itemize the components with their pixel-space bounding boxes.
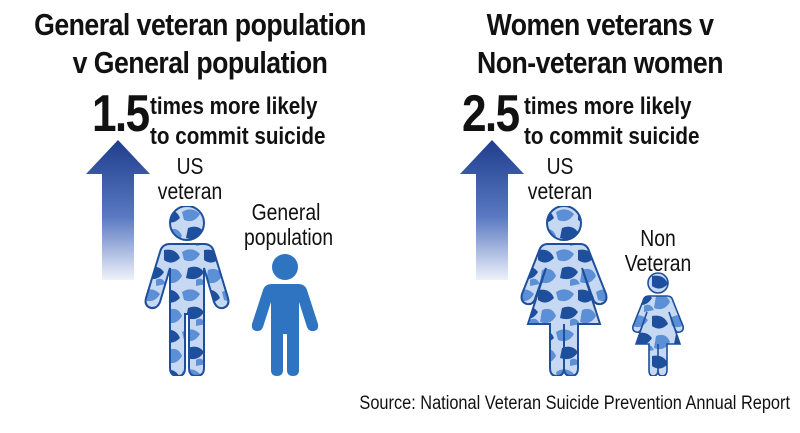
up-arrow-icon (86, 140, 150, 280)
plain-man-icon (251, 254, 319, 376)
left-likely-text: times more likely to commit suicide (150, 92, 325, 152)
left-figure2-label: General population (244, 199, 334, 250)
camo-girl-icon (632, 272, 684, 376)
left-figure1-label-line2: veteran (157, 178, 223, 204)
source-note: Source: National Veteran Suicide Prevent… (359, 393, 790, 414)
right-likely-line1: times more likely (524, 93, 692, 120)
right-figure1-label-line1: US (546, 153, 574, 179)
left-figure2-label-line1: General (251, 199, 321, 225)
right-likely-text: times more likely to commit suicide (524, 92, 699, 152)
right-figure2-label: Non Veteran (624, 225, 692, 276)
left-figure1-label: US veteran (156, 154, 223, 204)
left-title-line1: General veteran population (34, 7, 366, 42)
left-likely-line1: times more likely (150, 93, 318, 120)
left-likely-line2: to commit suicide (150, 123, 326, 150)
right-figure2-label-line2: Veteran (624, 250, 692, 276)
left-figure2-label-line2: population (244, 224, 334, 250)
camo-man-icon (144, 206, 230, 376)
right-figure2-label-line1: Non (640, 225, 676, 251)
right-likely-line2: to commit suicide (524, 123, 700, 150)
left-figure1-label-line1: US (176, 153, 204, 179)
right-panel-title: Women veterans v Non-veteran women (428, 6, 772, 82)
up-arrow-icon (460, 140, 524, 280)
right-title-line2: Non-veteran women (476, 45, 724, 80)
right-title-line1: Women veterans v (486, 7, 714, 42)
right-figure1-label-line2: veteran (527, 178, 593, 204)
right-panel: Women veterans v Non-veteran women 2.5 t… (400, 0, 800, 433)
left-panel-title: General veteran population v General pop… (28, 6, 372, 82)
camo-woman-icon (520, 206, 608, 376)
left-panel: General veteran population v General pop… (28, 6, 372, 376)
left-multiplier: 1.5 (92, 85, 150, 143)
left-title-line2: v General population (72, 45, 328, 80)
right-multiplier: 2.5 (462, 85, 520, 143)
right-figure1-label: US veteran (526, 154, 593, 204)
